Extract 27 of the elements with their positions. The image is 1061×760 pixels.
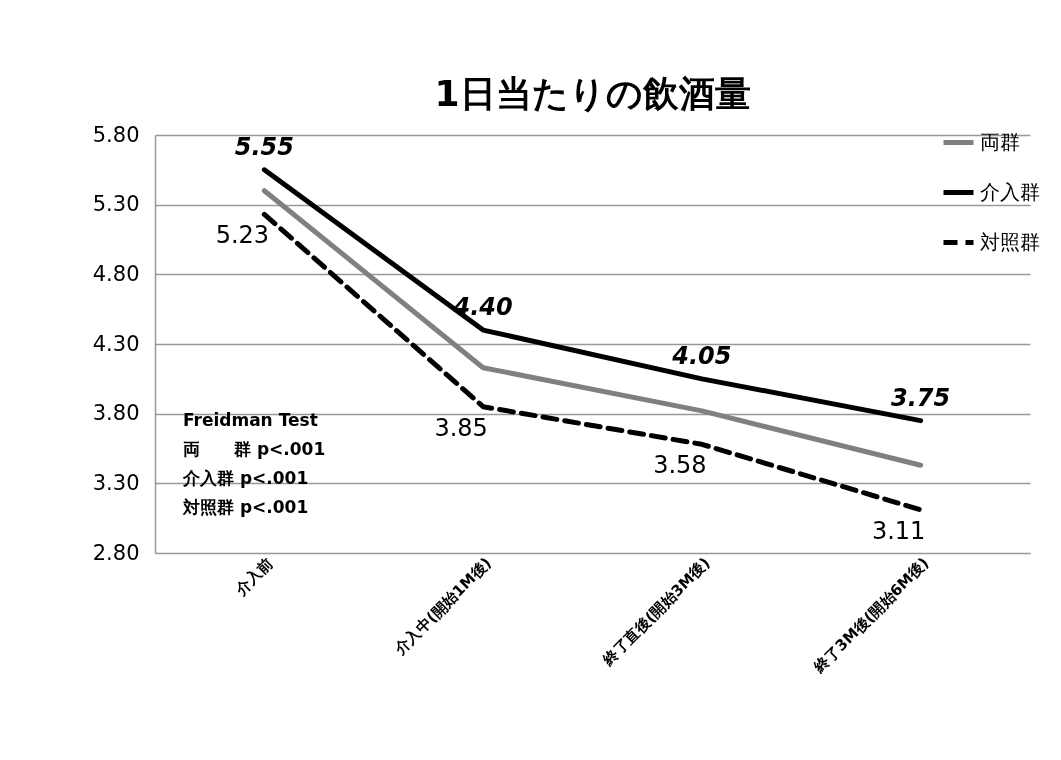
annotation: 対照群 p<.001 — [182, 497, 309, 518]
annotation: 両 群 p<.001 — [183, 439, 326, 460]
annotation: Freidman Test — [183, 410, 318, 431]
y-tick-label: 5.80 — [92, 122, 140, 147]
annotation: 介入群 p<.001 — [182, 468, 309, 489]
data-label: 3.75 — [891, 383, 951, 412]
y-tick-label: 3.30 — [92, 470, 140, 495]
chart-title: 1日当たりの飲酒量 — [434, 73, 751, 114]
data-label: 5.55 — [234, 132, 294, 161]
y-tick-label: 4.30 — [92, 331, 140, 356]
legend-label: 対照群 — [980, 229, 1040, 254]
data-label: 5.23 — [215, 221, 270, 250]
legend-label: 介入群 — [980, 179, 1040, 204]
y-tick-label: 3.80 — [92, 401, 140, 426]
legend-label: 両群 — [980, 129, 1020, 154]
data-label: 3.11 — [871, 516, 926, 545]
y-tick-label: 2.80 — [92, 540, 140, 565]
data-label: 4.40 — [452, 293, 513, 322]
data-label: 4.05 — [671, 341, 732, 370]
x-tick-label: 介入前 — [230, 554, 277, 600]
x-tick-label: 終了3M後(開始6M後) — [809, 554, 933, 677]
x-tick-label: 終了直後(開始3M後) — [598, 554, 714, 670]
x-tick-label: 介入中(開始1M後) — [390, 554, 495, 659]
y-tick-label: 4.80 — [92, 261, 140, 286]
data-label: 3.85 — [434, 413, 488, 442]
y-tick-label: 5.30 — [92, 192, 140, 217]
data-label: 3.58 — [653, 451, 707, 480]
